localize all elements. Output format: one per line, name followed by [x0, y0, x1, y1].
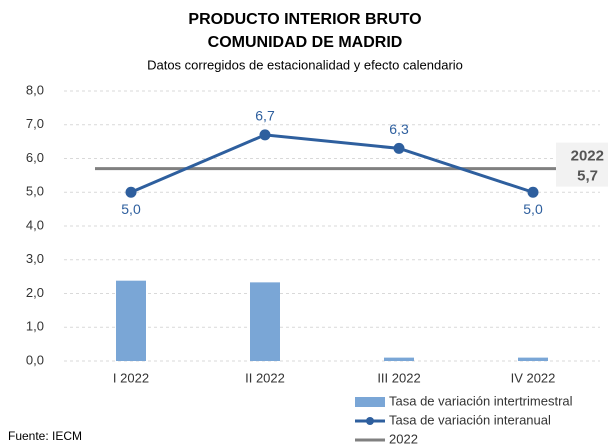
legend-swatch	[366, 417, 374, 425]
legend-label: 2022	[389, 431, 418, 446]
y-tick-label: 4,0	[26, 217, 44, 232]
y-tick-label: 2,0	[26, 285, 44, 300]
legend-swatch	[355, 397, 385, 407]
data-label: 5,0	[121, 201, 141, 217]
data-label: 5,0	[523, 201, 543, 217]
x-tick-label: III 2022	[377, 370, 420, 385]
bar	[250, 282, 280, 361]
y-tick-label: 0,0	[26, 352, 44, 367]
point	[527, 186, 539, 198]
chart-subtitle: Datos corregidos de estacionalidad y efe…	[147, 57, 463, 72]
bar	[518, 357, 548, 361]
y-tick-label: 5,0	[26, 184, 44, 199]
chart-title: COMUNIDAD DE MADRID	[208, 34, 403, 51]
point	[259, 129, 271, 141]
x-tick-label: I 2022	[113, 370, 149, 385]
annotation-value: 5,7	[577, 168, 598, 185]
point	[125, 186, 137, 198]
annotation-box	[556, 142, 608, 187]
annotation-title: 2022	[571, 148, 604, 165]
legend-label: Tasa de variación intertrimestral	[389, 393, 573, 408]
x-tick-label: II 2022	[245, 370, 285, 385]
legend-label: Tasa de variación interanual	[389, 412, 551, 427]
bar	[384, 357, 414, 361]
line	[130, 133, 534, 194]
point	[393, 142, 405, 154]
source: Fuente: IECM	[8, 429, 82, 443]
data-label: 6,7	[255, 108, 275, 124]
y-tick-label: 6,0	[26, 150, 44, 165]
chart-title: PRODUCTO INTERIOR BRUTO	[188, 11, 421, 28]
y-tick-label: 3,0	[26, 251, 44, 266]
x-tick-label: IV 2022	[511, 370, 556, 385]
bar	[116, 280, 146, 361]
y-tick-label: 1,0	[26, 319, 44, 334]
data-label: 6,3	[389, 121, 409, 137]
y-tick-label: 7,0	[26, 116, 44, 131]
y-tick-label: 8,0	[26, 82, 44, 97]
